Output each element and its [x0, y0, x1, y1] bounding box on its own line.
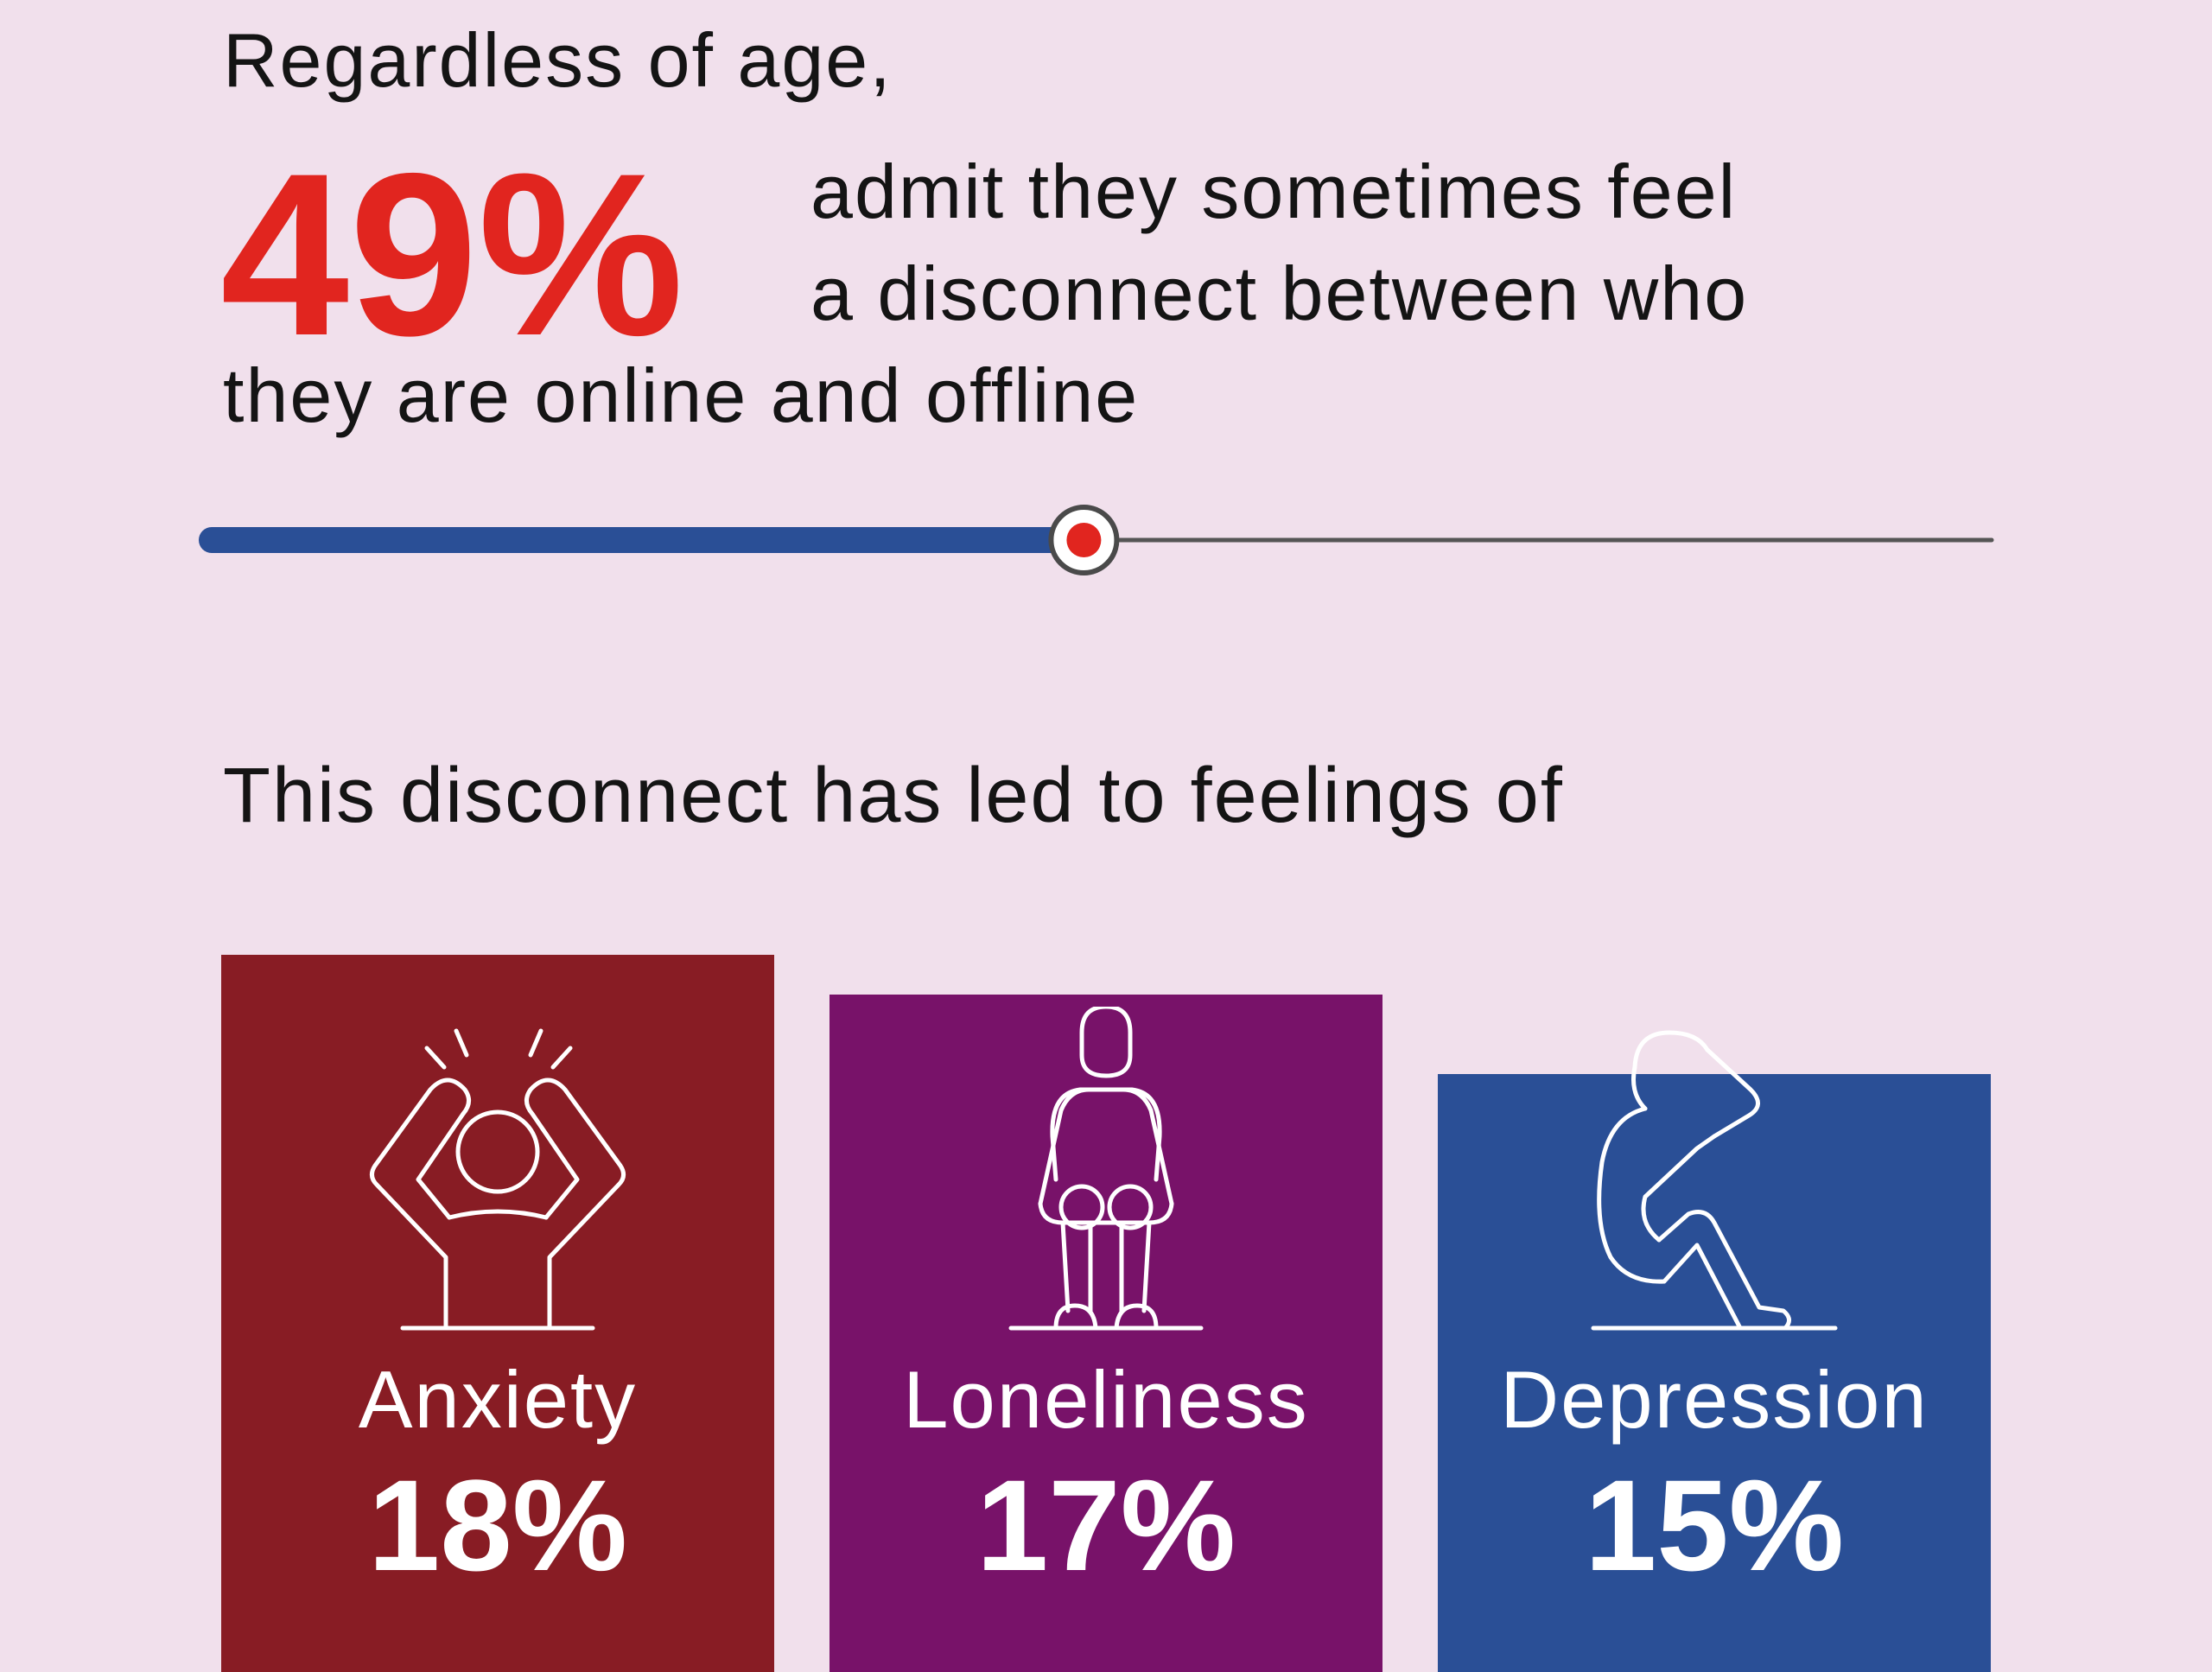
bar-value-depression: 15%	[1584, 1453, 1845, 1598]
bar-label-anxiety: Anxiety	[358, 1354, 638, 1445]
bar-value-loneliness: 17%	[976, 1453, 1236, 1598]
depressed-person-icon	[1591, 1030, 1838, 1331]
lonely-person-icon	[1008, 1007, 1204, 1331]
section-heading: This disconnect has led to feelings of	[223, 753, 1564, 839]
statement-line-2: a disconnect between who	[810, 251, 1749, 336]
bar-anxiety: Anxiety 18%	[221, 955, 774, 1672]
bar-depression: Depression 15%	[1438, 1030, 1991, 1672]
bar-label-loneliness: Loneliness	[903, 1354, 1309, 1445]
statement-line-3: they are online and offline	[223, 353, 1140, 438]
stressed-person-icon	[370, 1028, 626, 1331]
bar-value-anxiety: 18%	[367, 1453, 628, 1598]
headline-percent: 49%	[220, 124, 684, 384]
statement-line-1: admit they sometimes feel	[810, 149, 1738, 234]
intro-text: Regardless of age,	[223, 17, 893, 103]
percentage-slider	[199, 505, 1994, 575]
bar-label-depression: Depression	[1500, 1354, 1929, 1445]
slider-knob	[1048, 505, 1120, 575]
bar-loneliness: Loneliness 17%	[830, 995, 1382, 1672]
